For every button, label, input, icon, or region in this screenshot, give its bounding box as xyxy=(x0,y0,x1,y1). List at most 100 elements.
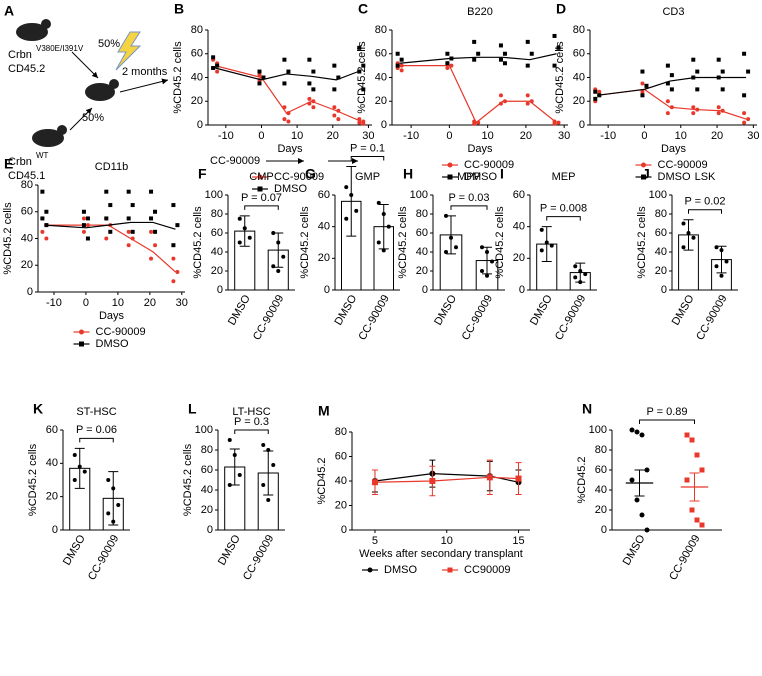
data-point xyxy=(669,87,674,92)
y-tick-label: 40 xyxy=(318,221,330,233)
x-tick-label: -10 xyxy=(46,297,62,309)
data-point xyxy=(691,75,696,80)
data-point xyxy=(691,57,696,62)
data-point xyxy=(44,236,49,241)
data-point xyxy=(529,51,534,56)
significance-bracket xyxy=(546,216,581,221)
x-tick-label: DMSO xyxy=(528,293,555,328)
y-tick-label: 80 xyxy=(211,208,223,220)
y-tick-label: 0 xyxy=(661,284,667,296)
data-point xyxy=(578,280,583,285)
data-point xyxy=(153,229,158,234)
p-value: P = 0.07 xyxy=(241,192,282,204)
y-tick-label: 40 xyxy=(191,71,203,83)
data-point xyxy=(266,498,271,502)
data-point xyxy=(694,517,700,523)
x-tick-label: 30 xyxy=(176,297,188,309)
data-point xyxy=(552,33,557,38)
y-tick-label: 20 xyxy=(375,95,387,107)
data-point xyxy=(85,216,90,221)
legend-marker xyxy=(79,341,84,347)
data-point xyxy=(332,87,337,92)
data-point xyxy=(399,57,404,62)
marker-label: CD45.2 xyxy=(8,63,45,75)
x-tick-label: 10 xyxy=(112,297,124,309)
data-point xyxy=(237,216,242,221)
data-point xyxy=(72,453,77,457)
legend-label: DMSO xyxy=(96,338,129,350)
data-point xyxy=(130,236,135,241)
y-axis-label: %CD45.2 cells xyxy=(397,206,409,279)
data-point xyxy=(640,81,645,86)
series-line xyxy=(214,67,362,81)
x-tick-label: 10 xyxy=(291,130,303,142)
data-point xyxy=(81,229,86,234)
data-point xyxy=(472,121,477,126)
p-value: P = 0.008 xyxy=(540,203,587,215)
irradiation-icon xyxy=(115,31,142,71)
data-point xyxy=(44,209,49,214)
legend-label: DMSO xyxy=(274,183,307,195)
data-point xyxy=(449,235,453,240)
data-point xyxy=(381,212,386,216)
p-value: P = 0.03 xyxy=(448,192,489,204)
data-point xyxy=(742,93,747,98)
y-tick-label: 40 xyxy=(573,71,585,83)
data-point xyxy=(386,224,391,229)
data-point xyxy=(716,57,721,62)
data-point xyxy=(634,429,640,435)
series-line xyxy=(44,221,176,230)
data-point xyxy=(480,245,484,250)
x-tick-label: 10 xyxy=(482,130,494,142)
y-axis-label: %CD45.2 cells xyxy=(636,206,648,279)
error-bar xyxy=(634,469,645,497)
arrow xyxy=(69,107,93,131)
chart-title: B220 xyxy=(467,6,493,18)
y-tick-label: 60 xyxy=(191,48,203,60)
y-tick-label: 40 xyxy=(595,484,607,496)
y-tick-label: 100 xyxy=(205,189,223,201)
data-point xyxy=(227,438,232,442)
data-point xyxy=(691,111,696,116)
data-point xyxy=(266,448,271,452)
x-axis-label: Days xyxy=(661,143,687,155)
y-tick-label: 20 xyxy=(595,504,607,516)
x-tick-label: DMSO xyxy=(332,293,359,328)
y-tick-label: 20 xyxy=(201,504,213,516)
data-point xyxy=(126,216,131,221)
data-point xyxy=(716,75,721,80)
data-point xyxy=(449,56,454,61)
x-tick-label: 0 xyxy=(446,130,452,142)
y-tick-label: 0 xyxy=(324,284,330,296)
legend-marker xyxy=(257,174,263,180)
y-tick-label: 60 xyxy=(595,464,607,476)
data-point xyxy=(556,45,561,50)
data-point xyxy=(714,245,719,250)
data-point xyxy=(332,113,337,118)
data-point xyxy=(40,229,45,234)
y-tick-label: 60 xyxy=(318,189,330,201)
error-bar xyxy=(239,215,250,247)
y-axis-label: %CD45.2 cells xyxy=(192,206,204,279)
data-point xyxy=(104,216,109,221)
data-point xyxy=(644,527,650,533)
data-point xyxy=(336,117,341,122)
data-point xyxy=(311,105,316,110)
x-tick-label: 30 xyxy=(362,130,374,142)
data-point xyxy=(311,69,316,74)
y-tick-label: 100 xyxy=(195,424,213,436)
y-tick-label: 20 xyxy=(318,252,330,264)
y-tick-label: 80 xyxy=(191,24,203,36)
data-point xyxy=(104,189,109,194)
series-line xyxy=(374,473,519,483)
data-point xyxy=(573,264,578,269)
legend-marker xyxy=(447,174,453,180)
data-point xyxy=(247,235,252,240)
y-tick-label: 60 xyxy=(21,206,33,218)
data-point xyxy=(171,243,176,248)
x-tick-label: -10 xyxy=(403,130,419,142)
data-point xyxy=(307,101,312,106)
data-point xyxy=(357,120,362,125)
data-point xyxy=(689,437,695,443)
